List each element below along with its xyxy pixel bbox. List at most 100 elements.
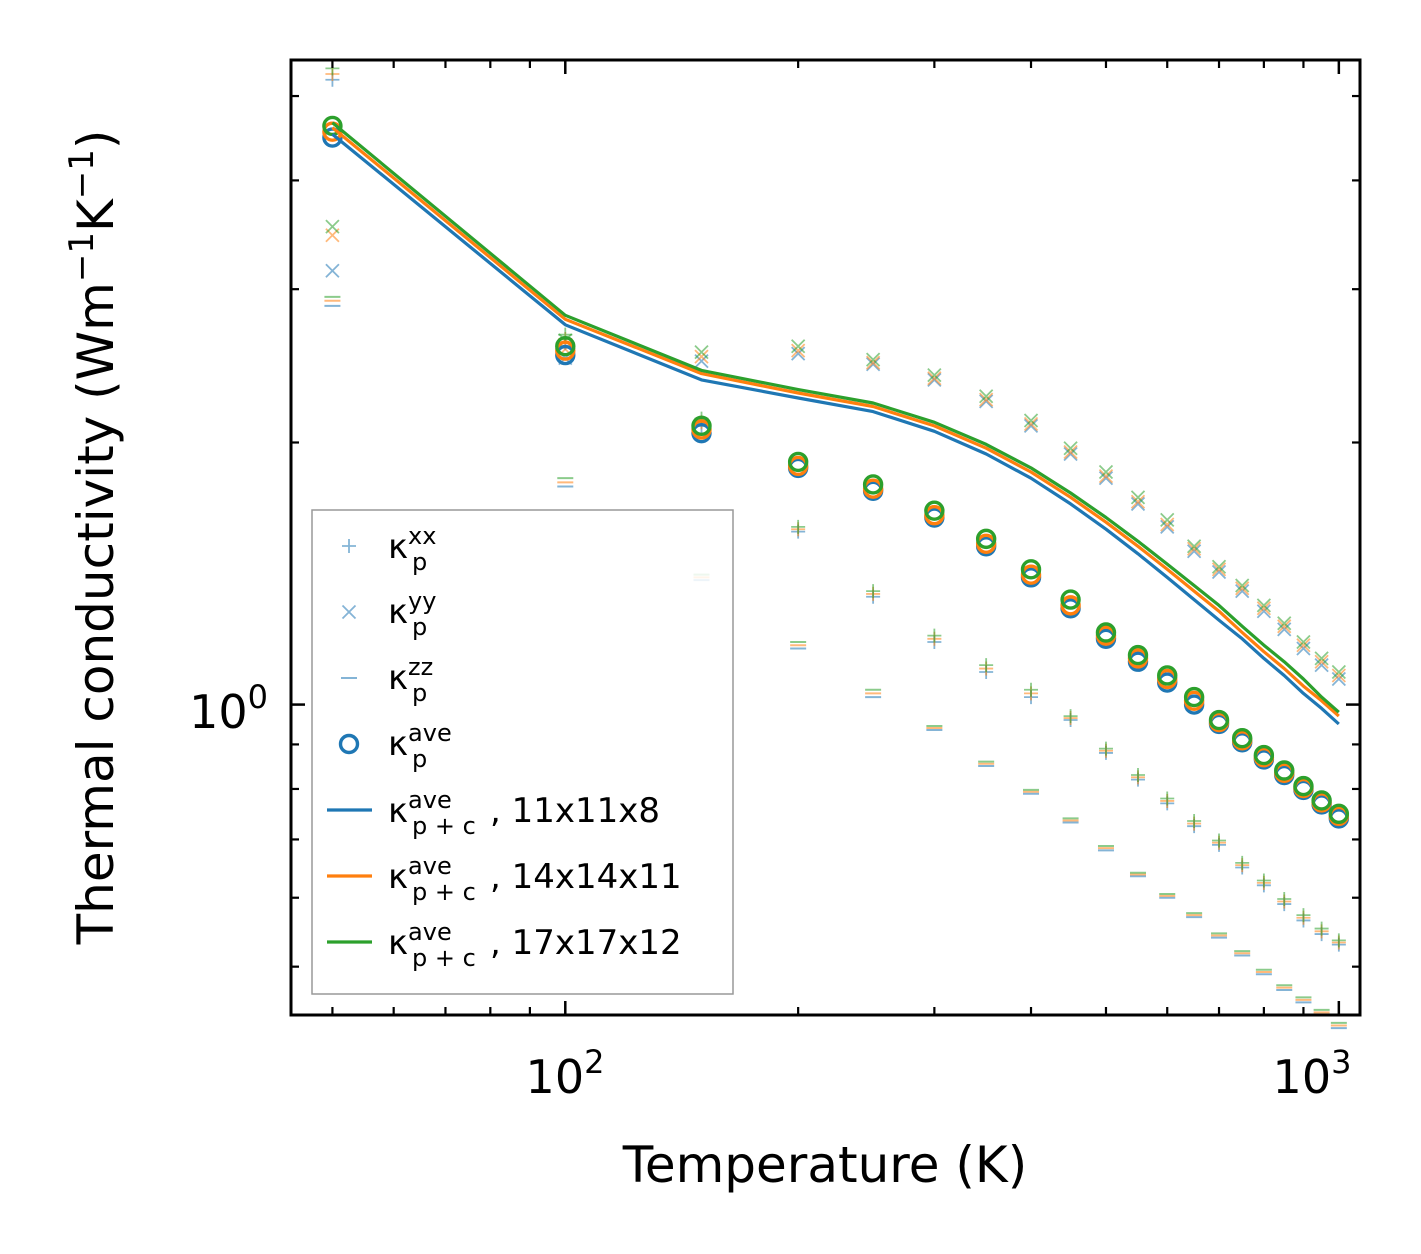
point-kxx_17-550-glyph xyxy=(1131,768,1145,783)
point-kxx_17-950 xyxy=(1314,921,1329,936)
point-kxx_17-200-glyph xyxy=(791,519,806,534)
point-kyy_17-600 xyxy=(1160,512,1175,527)
point-kyy_17-550-glyph xyxy=(1130,490,1146,505)
point-kyy_11-450-glyph xyxy=(1063,446,1078,462)
axes-frame xyxy=(289,58,1362,1017)
point-kave_14-450-glyph xyxy=(1060,595,1081,616)
point-kxx_17-850-glyph xyxy=(1277,891,1292,906)
point-kyy_17-250 xyxy=(865,352,881,367)
point-kyy_17-600-glyph xyxy=(1160,512,1175,527)
point-kyy_17-400 xyxy=(1023,413,1039,428)
point-kave_17-500 xyxy=(1095,622,1117,643)
point-kyy_17-550 xyxy=(1130,490,1146,505)
legend-frame xyxy=(311,509,734,995)
point-kyy_17-950 xyxy=(1314,651,1329,666)
point-kxx_17-650 xyxy=(1187,813,1202,828)
axis-ticks xyxy=(291,60,1360,1015)
point-kxx_17-500-glyph xyxy=(1098,741,1113,756)
point-kyy_14-750-glyph xyxy=(1235,581,1250,596)
point-kyy_11-850-glyph xyxy=(1277,622,1292,637)
point-kyy_17-200 xyxy=(791,339,806,354)
point-kyy_17-300 xyxy=(927,368,942,383)
point-kxx_17-1000-glyph xyxy=(1331,933,1346,948)
legend: κxx p κyy p κzz p κave p κave p + c, 11x11x8 … xyxy=(311,509,734,995)
point-kyy_14-550-glyph xyxy=(1130,494,1146,509)
point-kyy_14-750 xyxy=(1235,581,1250,596)
point-kyy_17-700 xyxy=(1211,559,1227,574)
point-kyy_14-350 xyxy=(979,392,994,407)
legend-label-kpc-14: κave p + c, 14x14x11 xyxy=(388,852,682,906)
point-kyy_11-700 xyxy=(1211,564,1227,580)
point-kave_17-850 xyxy=(1274,760,1295,781)
point-kyy_11-50-glyph xyxy=(325,263,340,278)
point-kyy_17-700-glyph xyxy=(1211,559,1227,574)
point-kyy_14-900-glyph xyxy=(1296,638,1311,653)
point-kyy_11-1000-glyph xyxy=(1331,671,1346,687)
point-kave_17-900-glyph xyxy=(1293,775,1314,797)
point-kyy_11-800 xyxy=(1256,604,1272,619)
point-kave_17-850-glyph xyxy=(1274,760,1295,781)
legend-marker-0-glyph xyxy=(342,539,356,553)
point-kyy_14-600-glyph xyxy=(1160,517,1175,532)
point-kyy_11-950 xyxy=(1314,657,1329,673)
point-kave_17-100-glyph xyxy=(555,336,576,357)
point-kyy_17-150 xyxy=(694,344,709,360)
point-kave_17-150 xyxy=(691,415,712,437)
point-kyy_17-150-glyph xyxy=(694,344,709,360)
point-kyy_14-200-glyph xyxy=(791,343,806,358)
point-kave_14-450 xyxy=(1060,595,1081,616)
point-kyy_14-250 xyxy=(865,355,881,370)
point-kyy_17-900-glyph xyxy=(1296,634,1311,650)
point-kyy_14-450-glyph xyxy=(1063,444,1078,460)
point-kyy_14-800 xyxy=(1256,601,1272,616)
point-kxx_17-400 xyxy=(1024,682,1039,697)
point-kyy_14-350-glyph xyxy=(979,392,994,407)
point-kyy_17-200-glyph xyxy=(791,339,806,354)
point-kave_17-450 xyxy=(1060,589,1081,610)
point-kyy_11-650 xyxy=(1186,544,1202,559)
point-kave_17-600 xyxy=(1157,665,1178,686)
point-kyy_17-650 xyxy=(1186,539,1202,554)
point-kyy_11-600 xyxy=(1160,519,1175,535)
point-kyy_17-850-glyph xyxy=(1277,616,1292,631)
y-axis-label: Thermal conductivity (Wm−1K−1) xyxy=(62,130,125,946)
point-kave_17-800 xyxy=(1253,744,1275,766)
point-kyy_14-300-glyph xyxy=(927,371,942,386)
point-kave_17-550-glyph xyxy=(1127,644,1149,666)
point-kyy_17-50-glyph xyxy=(325,219,340,234)
point-kyy_11-650-glyph xyxy=(1186,544,1202,559)
point-kyy_17-1000 xyxy=(1331,664,1346,680)
point-kxx_17-950-glyph xyxy=(1314,921,1329,936)
point-kxx_17-400-glyph xyxy=(1024,682,1039,697)
point-kave_17-950-glyph xyxy=(1311,790,1332,811)
point-kave_17-500-glyph xyxy=(1095,622,1117,643)
point-kyy_11-350-glyph xyxy=(979,394,994,409)
legend-label-kzz: κzz p xyxy=(388,653,433,707)
point-kave_17-700-glyph xyxy=(1208,709,1230,731)
point-kave_17-700 xyxy=(1208,709,1230,731)
point-kyy_11-300-glyph xyxy=(927,372,942,388)
point-kyy_11-250 xyxy=(865,357,881,372)
point-kyy_14-850-glyph xyxy=(1277,619,1292,634)
point-kyy_14-900 xyxy=(1296,638,1311,653)
point-kxx_17-550 xyxy=(1131,768,1145,783)
point-kave_17-550 xyxy=(1127,644,1149,666)
point-kxx_17-750 xyxy=(1235,855,1250,870)
point-kyy_14-150 xyxy=(694,349,709,364)
point-kyy_11-200-glyph xyxy=(791,346,806,361)
point-kave_17-450-glyph xyxy=(1060,589,1081,610)
point-kyy_14-150-glyph xyxy=(694,349,709,364)
point-kyy_17-400-glyph xyxy=(1023,413,1039,428)
point-kxx_17-700-glyph xyxy=(1212,833,1227,848)
point-kyy_14-650-glyph xyxy=(1186,541,1202,556)
point-kyy_17-350-glyph xyxy=(979,389,994,404)
legend-marker-3 xyxy=(338,733,360,755)
point-kxx_17-800 xyxy=(1256,873,1271,888)
point-kyy_11-850 xyxy=(1277,622,1292,637)
point-kxx_17-650-glyph xyxy=(1187,813,1202,828)
point-kyy_11-700-glyph xyxy=(1211,564,1227,580)
legend-label-kave: κave p xyxy=(388,719,452,773)
point-kyy_14-500-glyph xyxy=(1098,468,1114,484)
point-kyy_14-500 xyxy=(1098,468,1114,484)
point-kave_17-250-glyph xyxy=(862,474,884,495)
